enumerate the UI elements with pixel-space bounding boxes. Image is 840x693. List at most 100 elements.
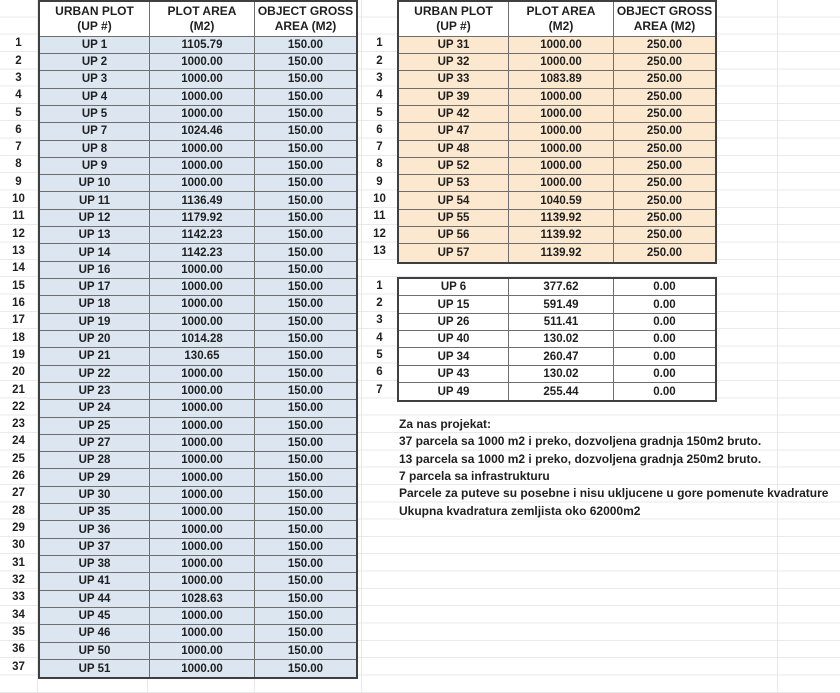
cell-up-number[interactable]: UP 9 [40, 157, 150, 176]
note-line[interactable]: 7 parcela sa infrastrukturu [399, 469, 550, 484]
cell-up-number[interactable]: UP 7 [40, 123, 150, 141]
col-header-urban-plot[interactable]: URBAN PLOT (UP #) [40, 2, 150, 37]
row-number[interactable]: 17 [12, 314, 25, 327]
cell-up-number[interactable]: UP 49 [399, 383, 509, 401]
cell-up-number[interactable]: UP 32 [399, 53, 509, 72]
cell-plot-area[interactable]: 1014.28 [150, 330, 255, 349]
row-number[interactable]: 26 [12, 470, 25, 483]
cell-gross-area[interactable]: 150.00 [255, 521, 356, 539]
cell-plot-area[interactable]: 1136.49 [150, 192, 255, 210]
cell-up-number[interactable]: UP 15 [399, 296, 509, 314]
row-number[interactable]: 5 [15, 106, 22, 119]
cell-plot-area[interactable]: 1000.00 [150, 365, 255, 383]
cell-gross-area[interactable]: 250.00 [614, 227, 715, 245]
cell-up-number[interactable]: UP 25 [40, 417, 150, 435]
cell-up-number[interactable]: UP 52 [399, 157, 509, 176]
row-number[interactable]: 6 [376, 366, 383, 379]
row-number[interactable]: 28 [12, 504, 25, 517]
cell-plot-area[interactable]: 1000.00 [150, 486, 255, 505]
cell-up-number[interactable]: UP 45 [40, 607, 150, 626]
col-header-plot-area[interactable]: PLOT AREA (M2) [509, 2, 614, 37]
row-number[interactable]: 35 [12, 625, 25, 638]
cell-up-number[interactable]: UP 39 [399, 88, 509, 106]
row-number[interactable]: 13 [12, 245, 25, 258]
cell-gross-area[interactable]: 0.00 [614, 296, 715, 314]
cell-up-number[interactable]: UP 1 [40, 36, 150, 54]
row-number[interactable]: 3 [376, 314, 383, 327]
cell-gross-area[interactable]: 150.00 [255, 504, 356, 522]
cell-plot-area[interactable]: 1000.00 [509, 53, 614, 72]
note-line[interactable]: Za nas projekat: [399, 417, 492, 432]
cell-gross-area[interactable]: 0.00 [614, 279, 715, 297]
row-number[interactable]: 7 [15, 141, 22, 154]
cell-plot-area[interactable]: 1000.00 [509, 88, 614, 106]
cell-plot-area[interactable]: 1000.00 [509, 175, 614, 193]
cell-up-number[interactable]: UP 20 [40, 330, 150, 349]
note-line[interactable]: Parcele za puteve su posebne i nisu uklj… [399, 486, 829, 501]
cell-gross-area[interactable]: 150.00 [255, 209, 356, 228]
cell-plot-area[interactable]: 1000.00 [150, 53, 255, 72]
col-header-urban-plot[interactable]: URBAN PLOT (UP #) [399, 2, 509, 37]
cell-up-number[interactable]: UP 22 [40, 365, 150, 383]
row-number[interactable]: 3 [376, 71, 383, 84]
note-line[interactable]: 37 parcela sa 1000 m2 i preko, dozvoljen… [399, 434, 762, 449]
cell-plot-area[interactable]: 255.44 [509, 383, 614, 401]
row-number[interactable]: 33 [12, 591, 25, 604]
cell-plot-area[interactable]: 1000.00 [509, 123, 614, 141]
cell-gross-area[interactable]: 150.00 [255, 313, 356, 331]
row-number[interactable]: 34 [12, 608, 25, 621]
cell-plot-area[interactable]: 1000.00 [150, 521, 255, 539]
row-number[interactable]: 1 [15, 37, 22, 50]
row-number[interactable]: 9 [376, 175, 383, 188]
cell-plot-area[interactable]: 1000.00 [150, 469, 255, 487]
col-header-plot-area[interactable]: PLOT AREA (M2) [150, 2, 255, 37]
row-number[interactable]: 2 [15, 54, 22, 67]
cell-up-number[interactable]: UP 35 [40, 504, 150, 522]
cell-plot-area[interactable]: 1139.92 [509, 227, 614, 245]
cell-gross-area[interactable]: 150.00 [255, 348, 356, 366]
cell-plot-area[interactable]: 1000.00 [150, 279, 255, 297]
cell-gross-area[interactable]: 150.00 [255, 538, 356, 556]
cell-up-number[interactable]: UP 30 [40, 486, 150, 505]
cell-gross-area[interactable]: 150.00 [255, 469, 356, 487]
cell-gross-area[interactable]: 150.00 [255, 417, 356, 435]
row-number[interactable]: 1 [376, 279, 383, 292]
note-line[interactable]: 13 parcela sa 1000 m2 i preko, dozvoljen… [399, 451, 762, 466]
cell-gross-area[interactable]: 150.00 [255, 400, 356, 418]
cell-gross-area[interactable]: 150.00 [255, 642, 356, 660]
cell-gross-area[interactable]: 150.00 [255, 192, 356, 210]
row-number[interactable]: 18 [12, 331, 25, 344]
row-number[interactable]: 32 [12, 573, 25, 586]
cell-up-number[interactable]: UP 31 [399, 36, 509, 54]
cell-up-number[interactable]: UP 43 [399, 365, 509, 384]
cell-up-number[interactable]: UP 51 [40, 659, 150, 678]
cell-plot-area[interactable]: 1000.00 [150, 296, 255, 314]
cell-up-number[interactable]: UP 19 [40, 313, 150, 331]
row-number[interactable]: 29 [12, 522, 25, 535]
row-number[interactable]: 5 [376, 349, 383, 362]
cell-up-number[interactable]: UP 42 [399, 105, 509, 124]
cell-gross-area[interactable]: 150.00 [255, 556, 356, 574]
row-number[interactable]: 2 [376, 54, 383, 67]
row-number[interactable]: 4 [376, 331, 383, 344]
cell-plot-area[interactable]: 1000.00 [150, 313, 255, 331]
cell-gross-area[interactable]: 250.00 [614, 105, 715, 124]
cell-plot-area[interactable]: 260.47 [509, 348, 614, 366]
row-number[interactable]: 36 [12, 643, 25, 656]
cell-up-number[interactable]: UP 24 [40, 400, 150, 418]
cell-plot-area[interactable]: 1000.00 [150, 434, 255, 453]
row-number[interactable]: 12 [373, 227, 386, 240]
row-number[interactable]: 14 [12, 262, 25, 275]
cell-up-number[interactable]: UP 10 [40, 175, 150, 193]
cell-gross-area[interactable]: 150.00 [255, 71, 356, 89]
col-header-object-gross-area[interactable]: OBJECT GROSS AREA (M2) [255, 2, 356, 37]
cell-plot-area[interactable]: 130.02 [509, 331, 614, 349]
cell-plot-area[interactable]: 1000.00 [150, 573, 255, 591]
cell-plot-area[interactable]: 1000.00 [150, 382, 255, 401]
cell-up-number[interactable]: UP 41 [40, 573, 150, 591]
cell-up-number[interactable]: UP 55 [399, 209, 509, 228]
cell-plot-area[interactable]: 1000.00 [150, 659, 255, 678]
cell-up-number[interactable]: UP 11 [40, 192, 150, 210]
cell-gross-area[interactable]: 150.00 [255, 365, 356, 383]
cell-up-number[interactable]: UP 16 [40, 261, 150, 279]
